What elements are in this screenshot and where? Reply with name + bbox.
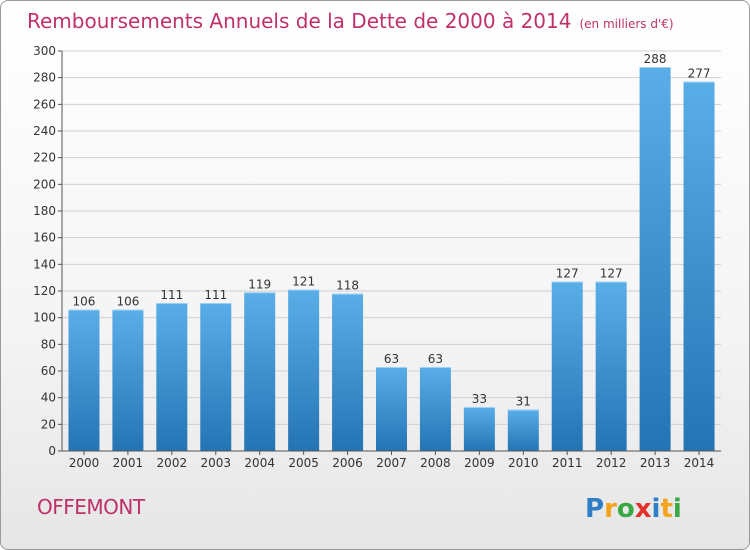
data-label: 288 (644, 52, 667, 66)
bars (68, 67, 715, 452)
bar (595, 281, 627, 451)
x-tick-label: 2011 (552, 456, 583, 470)
data-label: 111 (204, 288, 227, 302)
x-tick-label: 2008 (420, 456, 451, 470)
bar (639, 67, 671, 451)
y-tick-label: 240 (33, 124, 56, 138)
bar (683, 81, 715, 452)
bar (551, 281, 583, 451)
y-tick-label: 40 (41, 391, 56, 405)
data-label: 33 (472, 392, 487, 406)
y-tick-label: 20 (41, 417, 56, 431)
x-tick-label: 2007 (376, 456, 407, 470)
y-tick-label: 300 (33, 44, 56, 58)
chart-subtitle: (en milliers d'€) (579, 17, 674, 31)
y-tick-label: 160 (33, 231, 56, 245)
bar (112, 309, 144, 451)
data-label: 106 (73, 295, 96, 309)
data-label: 118 (336, 279, 359, 293)
y-tick-label: 180 (33, 204, 56, 218)
data-label: 111 (160, 288, 183, 302)
data-label: 63 (384, 352, 399, 366)
x-tick-label: 2000 (69, 456, 100, 470)
y-tick-label: 200 (33, 177, 56, 191)
y-tick-label: 220 (33, 151, 56, 165)
data-label: 106 (116, 295, 139, 309)
data-label: 127 (600, 267, 623, 281)
x-tick-label: 2005 (288, 456, 319, 470)
x-axis-ticks: 2000 2001 2002 2003 2004 2005 2006 2007 2008 2009… (69, 451, 715, 470)
data-label: 127 (556, 267, 579, 281)
chart-title: Remboursements Annuels de la Dette de 20… (27, 9, 674, 33)
y-tick-label: 260 (33, 97, 56, 111)
bar (288, 289, 320, 451)
x-tick-label: 2013 (640, 456, 671, 470)
y-tick-label: 60 (41, 364, 56, 378)
bar (419, 367, 451, 451)
bar (156, 303, 188, 451)
y-tick-label: 100 (33, 311, 56, 325)
x-tick-label: 2012 (596, 456, 627, 470)
bar (463, 407, 495, 451)
data-label: 121 (292, 275, 315, 289)
data-labels: 106 106 111 111 119 121 118 63 63 33 31 127 127 288 27… (73, 52, 711, 409)
data-label: 63 (428, 352, 443, 366)
data-label: 31 (516, 395, 531, 409)
x-tick-label: 2010 (508, 456, 539, 470)
x-tick-label: 2014 (684, 456, 715, 470)
x-tick-label: 2002 (157, 456, 188, 470)
data-label: 119 (248, 277, 271, 291)
x-tick-label: 2001 (113, 456, 144, 470)
town-name: OFFEMONT (37, 495, 145, 519)
y-tick-label: 120 (33, 284, 56, 298)
y-tick-label: 80 (41, 337, 56, 351)
bar (200, 303, 232, 451)
y-axis-ticks: 0 20 40 60 80 100 120 140 160 180 200 220 240 260 280 3… (33, 44, 62, 458)
bar (332, 293, 364, 451)
data-label: 277 (688, 67, 711, 81)
y-tick-label: 280 (33, 71, 56, 85)
y-tick-label: 0 (48, 444, 56, 458)
x-tick-label: 2006 (332, 456, 363, 470)
bar (376, 367, 407, 451)
bar (68, 309, 100, 451)
proxiti-logo: Proxiti (585, 494, 682, 523)
svg-text:Proxiti: Proxiti (585, 494, 682, 523)
y-tick-label: 140 (33, 257, 56, 271)
x-tick-label: 2004 (244, 456, 275, 470)
x-tick-label: 2009 (464, 456, 495, 470)
x-tick-label: 2003 (200, 456, 231, 470)
bar (507, 409, 539, 451)
bar (244, 292, 276, 451)
chart-title-text: Remboursements Annuels de la Dette de 20… (27, 9, 572, 33)
